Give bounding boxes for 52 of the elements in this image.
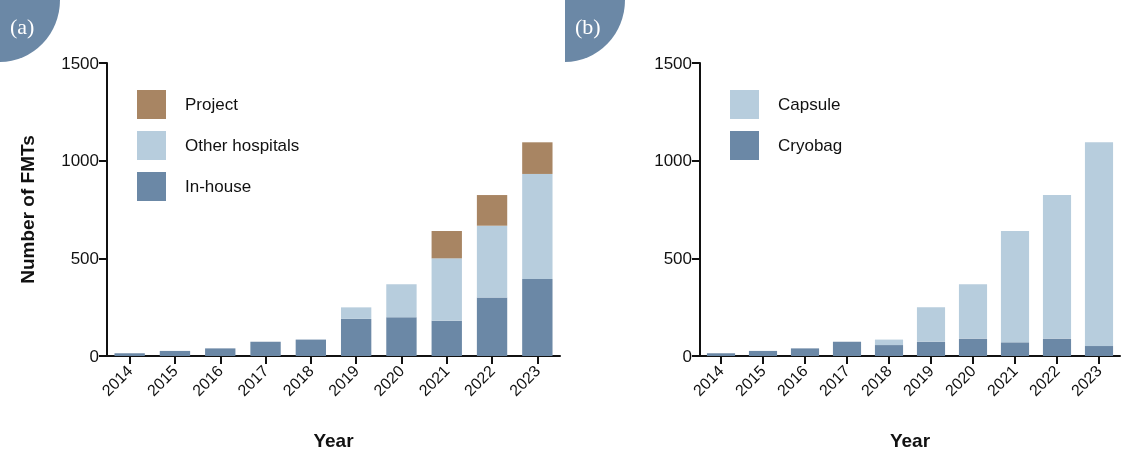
legend-label: Other hospitals	[185, 136, 300, 155]
bar	[476, 195, 508, 226]
bar	[476, 225, 508, 298]
bar	[958, 338, 988, 356]
bar	[916, 341, 946, 356]
bar	[295, 339, 327, 356]
y-tick-label: 1500	[61, 53, 99, 73]
y-tick-label: 1000	[654, 151, 692, 171]
x-axis-title: Year	[313, 430, 355, 451]
y-axis-title: Number of FMTs	[17, 135, 38, 284]
legend-label: Cryobag	[778, 136, 843, 155]
bar	[340, 307, 372, 319]
bar	[1000, 342, 1030, 356]
bar	[1042, 195, 1072, 339]
bar	[250, 341, 281, 356]
bar	[159, 350, 191, 356]
bar	[748, 350, 778, 356]
bar	[1042, 338, 1072, 356]
y-tick-label: 0	[682, 346, 692, 366]
bar	[790, 348, 820, 356]
bar	[431, 230, 462, 259]
legend-label: Capsule	[778, 95, 841, 114]
bar	[958, 284, 988, 339]
bar	[916, 307, 946, 342]
bar	[386, 317, 417, 356]
bar	[431, 320, 462, 356]
bar	[476, 297, 508, 356]
bar	[431, 258, 462, 321]
bar	[874, 345, 904, 356]
y-tick-label: 1500	[654, 53, 692, 73]
bar	[1084, 142, 1114, 347]
bar	[832, 341, 862, 356]
text: (b)	[575, 14, 601, 40]
bar	[522, 173, 553, 280]
bar	[1000, 230, 1030, 343]
x-axis-title: Year	[889, 430, 931, 451]
bar	[706, 353, 736, 356]
text: (a)	[10, 14, 35, 40]
bar	[1084, 346, 1114, 356]
bar	[205, 348, 236, 356]
bar	[340, 318, 372, 356]
y-tick-label: 1000	[61, 151, 99, 171]
legend-label: Project	[185, 95, 239, 114]
bar	[114, 353, 145, 356]
y-tick-label: 0	[89, 346, 99, 366]
bar	[522, 142, 553, 174]
bar	[874, 339, 904, 346]
y-tick-label: 500	[70, 248, 99, 268]
bar	[522, 279, 553, 356]
bar	[386, 284, 417, 318]
y-tick-label: 500	[663, 248, 692, 268]
legend-label: In-house	[185, 177, 252, 196]
